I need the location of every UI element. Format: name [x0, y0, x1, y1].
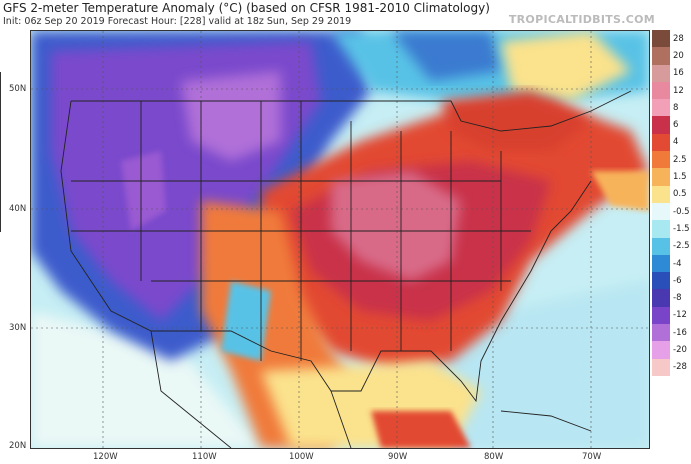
- brand-watermark: TROPICALTIDBITS.COM: [508, 13, 655, 26]
- lon-label-120w: 120W: [93, 452, 118, 462]
- colorbar-label: -0.5: [673, 206, 690, 217]
- colorbar-row: 1.5: [652, 168, 690, 186]
- colorbar-row: -16: [652, 324, 690, 342]
- colorbar-swatch: [652, 151, 670, 169]
- colorbar-label: -16: [673, 327, 687, 338]
- colorbar-label: 2.5: [673, 154, 687, 165]
- colorbar-swatch: [652, 272, 670, 290]
- colorbar-row: 8: [652, 99, 690, 117]
- colorbar-label: -1.5: [673, 223, 690, 234]
- colorbar-swatch: [652, 341, 670, 359]
- cold-anomaly-lavender: [181, 71, 281, 161]
- colorbar-label: 0.5: [673, 189, 687, 200]
- pacific-south-region: [31, 311, 261, 448]
- map-subtitle: Init: 06z Sep 20 2019 Forecast Hour: [22…: [3, 16, 352, 27]
- colorbar-row: -8: [652, 289, 690, 307]
- cold-core-nevada: [121, 151, 166, 231]
- southwest-cool-patch: [221, 281, 271, 361]
- colorbar-label: -6: [673, 275, 682, 286]
- colorbar-row: 12: [652, 81, 690, 100]
- colorbar-swatch: [652, 64, 670, 82]
- graticule: [31, 31, 649, 448]
- colorbar-row: 16: [652, 64, 690, 82]
- lat-label-20: 20N: [9, 441, 27, 451]
- lat-label-40: 40N: [9, 204, 27, 214]
- colorbar-row: -4: [652, 254, 690, 273]
- atlantic-warm-patch: [591, 171, 649, 211]
- colorbar-label: -28: [673, 362, 687, 373]
- colorbar-swatch: [652, 168, 670, 186]
- colorbar-label: 16: [673, 68, 684, 79]
- us-canada-border: [71, 90, 632, 132]
- colorbar-label: 20: [673, 50, 684, 61]
- colorbar-label: -2.5: [673, 241, 690, 252]
- colorbar-row: 2.5: [652, 151, 690, 169]
- colorbar-swatch: [652, 99, 670, 117]
- anomaly-map-svg: [31, 31, 649, 448]
- colorbar-row: -28: [652, 358, 690, 376]
- colorbar-row: -20: [652, 341, 690, 359]
- colorbar-row: -2.5: [652, 237, 690, 255]
- colorbar-swatch: [652, 324, 670, 342]
- colorbar-swatch: [652, 220, 670, 238]
- colorbar-swatch: [652, 289, 670, 307]
- lat-label-30: 30N: [9, 323, 27, 333]
- colorbar-swatch: [652, 30, 670, 48]
- colorbar-label: 12: [673, 85, 684, 96]
- colorbar-row: -0.5: [652, 202, 690, 221]
- warm-core-pink: [331, 171, 461, 281]
- header: GFS 2-meter Temperature Anomaly (°C) (ba…: [0, 0, 691, 30]
- colorbar-label: -20: [673, 344, 687, 355]
- lon-label-100w: 100W: [289, 452, 314, 462]
- colorbar-row: -6: [652, 272, 690, 290]
- colorbar-swatch: [652, 185, 670, 203]
- colorbar-legend: 28 20 16 12 8 6 4 2.5 1.5 0.5 -0.5 -1.5 -2.5 -4 -6 -8 -1…: [652, 30, 690, 376]
- yucatan-warm: [371, 411, 471, 448]
- canada-cold-patch: [391, 31, 501, 81]
- colorbar-label: 4: [673, 137, 679, 148]
- mexico-west-coast: [150, 330, 232, 448]
- left-edge-marker: [0, 72, 3, 232]
- colorbar-swatch: [652, 133, 670, 152]
- colorbar-label: 1.5: [673, 172, 687, 183]
- great-lakes-warm: [441, 91, 591, 151]
- cuba-outline: [500, 410, 592, 432]
- map-title: GFS 2-meter Temperature Anomaly (°C) (ba…: [3, 1, 490, 15]
- lon-label-80w: 80W: [484, 452, 504, 462]
- colorbar-swatch: [652, 306, 670, 325]
- colorbar-row: 28: [652, 30, 690, 48]
- colorbar-swatch: [652, 358, 670, 376]
- mexico-east-coast: [330, 390, 352, 448]
- political-borders: [60, 90, 632, 448]
- colorbar-swatch: [652, 47, 670, 65]
- colorbar-row: 0.5: [652, 185, 690, 203]
- colorbar-label: 6: [673, 120, 679, 131]
- colorbar-swatch: [652, 202, 670, 221]
- colorbar-label: -4: [673, 258, 682, 269]
- colorbar-row: -1.5: [652, 220, 690, 238]
- colorbar-row: 4: [652, 133, 690, 152]
- colorbar-label: 28: [673, 33, 684, 44]
- lat-label-50: 50N: [9, 84, 27, 94]
- colorbar-label: -12: [673, 310, 687, 321]
- colorbar-swatch: [652, 237, 670, 255]
- us-outline: [60, 100, 592, 403]
- colorbar-swatch: [652, 81, 670, 100]
- colorbar-swatch: [652, 254, 670, 273]
- canada-warm-patch: [501, 31, 631, 101]
- lon-label-90w: 90W: [388, 452, 408, 462]
- colorbar-row: -12: [652, 306, 690, 325]
- lon-label-110w: 110W: [192, 452, 217, 462]
- anomaly-map: [30, 30, 650, 449]
- colorbar-row: 6: [652, 116, 690, 134]
- lon-label-70w: 70W: [582, 452, 602, 462]
- colorbar-row: 20: [652, 47, 690, 65]
- colorbar-label: 8: [673, 102, 679, 113]
- colorbar-swatch: [652, 116, 670, 134]
- colorbar-label: -8: [673, 293, 682, 304]
